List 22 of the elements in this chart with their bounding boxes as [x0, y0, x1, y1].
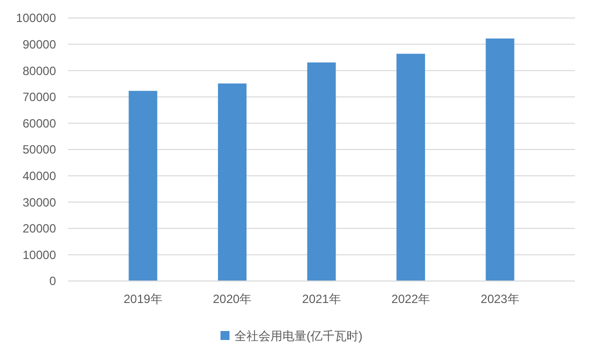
x-tick-label: 2023年 [480, 292, 520, 306]
bar [396, 54, 426, 281]
y-tick-label: 10000 [22, 248, 56, 262]
y-tick-label: 100000 [16, 11, 56, 26]
bar [486, 38, 514, 281]
y-tick-label: 70000 [22, 90, 56, 104]
x-tick-label: 2021年 [302, 292, 341, 306]
bar [128, 90, 158, 281]
bar [218, 83, 247, 281]
y-tick-label: 20000 [22, 222, 56, 236]
x-tick-label: 2022年 [391, 292, 430, 306]
y-tick-label: 90000 [22, 38, 56, 52]
y-tick-label: 60000 [22, 116, 56, 130]
y-tick-label: 0 [49, 274, 56, 288]
y-tick-label: 30000 [22, 195, 56, 210]
x-tick-label: 2019年 [124, 292, 162, 306]
bar [307, 62, 336, 281]
legend-label: 全社会用电量(亿千瓦时) [234, 329, 362, 344]
x-tick-label: 2020年 [212, 292, 252, 306]
y-tick-label: 80000 [22, 64, 56, 78]
y-tick-label: 40000 [22, 169, 56, 183]
y-tick-label: 50000 [22, 142, 56, 157]
